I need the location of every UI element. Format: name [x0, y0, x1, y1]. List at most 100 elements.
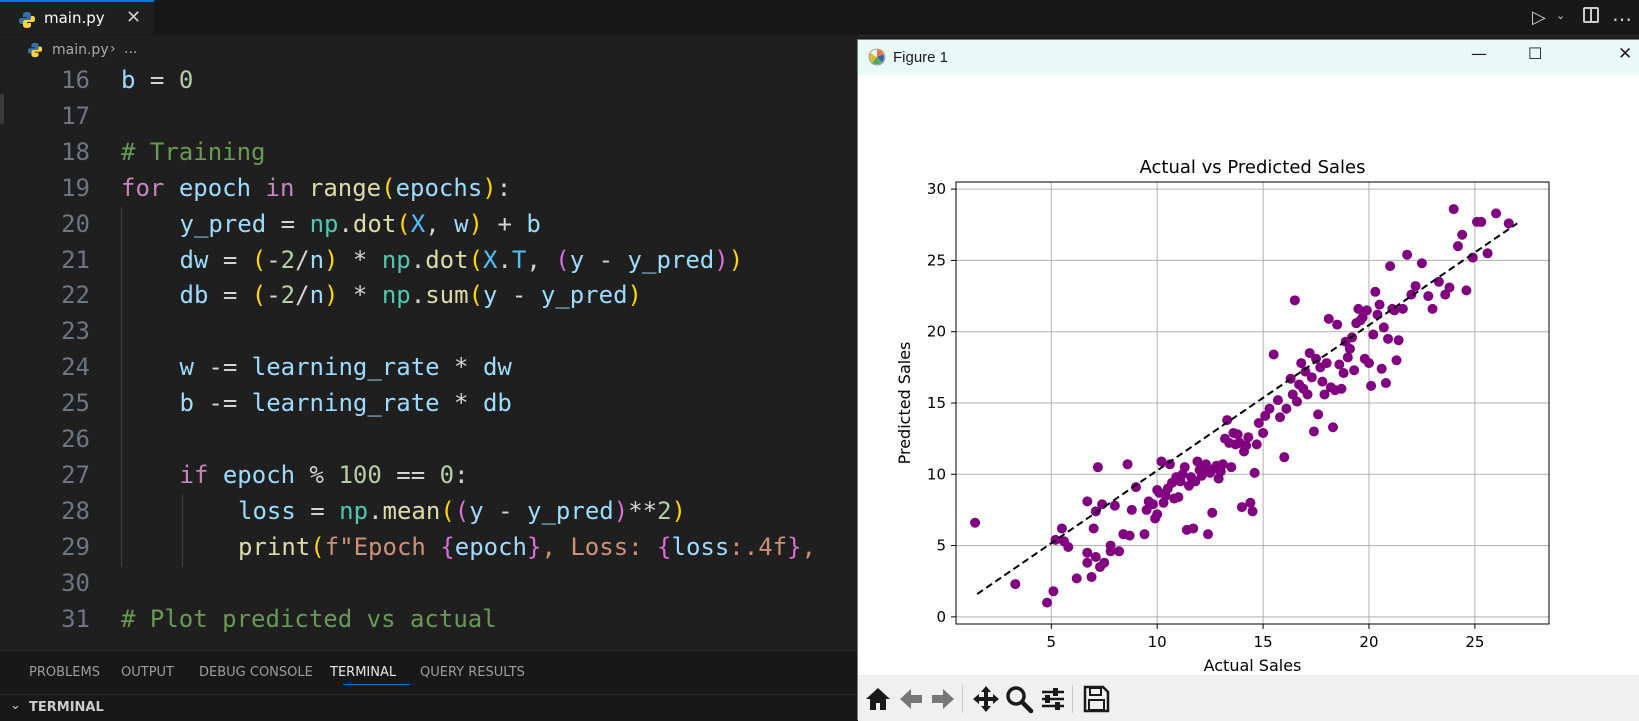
toolbar-separator: [962, 685, 963, 713]
zoom-icon[interactable]: [1004, 684, 1034, 714]
forward-arrow-icon[interactable]: [928, 684, 958, 714]
data-point: [1378, 322, 1389, 333]
home-icon[interactable]: [863, 684, 893, 714]
data-point: [1236, 502, 1247, 513]
data-point: [1391, 355, 1402, 366]
x-tick-label: 20: [1359, 633, 1378, 651]
chevron-down-icon[interactable]: ⌄: [1556, 9, 1566, 22]
data-point: [1200, 459, 1211, 470]
data-point: [1258, 427, 1269, 438]
line-number: 19: [61, 173, 90, 202]
data-point: [1482, 248, 1493, 259]
panel-tab-problems[interactable]: PROBLEMS: [29, 665, 100, 680]
data-point: [1313, 409, 1324, 420]
code-line[interactable]: 21 dw = (-2/n) * np.dot(X.T, (y - y_pred)…: [0, 242, 860, 280]
data-point: [1302, 389, 1313, 400]
code-line[interactable]: 25 b -= learning_rate * db: [0, 386, 860, 424]
indent-guide: [121, 422, 122, 460]
data-point: [1190, 476, 1201, 487]
data-point: [1092, 462, 1103, 473]
scatter-chart[interactable]: 5 10 15 20 25 0 5 10 15 20 25 30 Actual vs Predicted…: [858, 75, 1639, 675]
active-tab-underline: [343, 684, 410, 685]
panel-tab-query-results[interactable]: QUERY RESULTS: [420, 665, 525, 680]
code-line[interactable]: 31 # Plot predicted vs actual: [0, 602, 860, 640]
breadcrumb-file[interactable]: main.py: [52, 42, 109, 58]
code-line[interactable]: 29 print(f"Epoch {epoch}, Loss: {loss:.4f…: [0, 529, 860, 568]
code-line[interactable]: 19 for epoch in range(epochs):: [0, 171, 860, 209]
data-point: [1376, 363, 1387, 374]
save-icon[interactable]: [1081, 684, 1111, 714]
run-python-icon[interactable]: ▷: [1532, 7, 1546, 28]
data-point: [1363, 358, 1374, 369]
editor-tab-bar: main.py ✕ ▷ ⌄ …: [0, 0, 1639, 36]
data-point: [1393, 335, 1404, 346]
back-arrow-icon[interactable]: [896, 684, 926, 714]
breadcrumb-symbol[interactable]: ...: [124, 41, 138, 57]
close-icon[interactable]: ✕: [1618, 44, 1633, 64]
data-point: [1192, 456, 1203, 467]
panel-tab-debug-console[interactable]: DEBUG CONSOLE: [199, 665, 313, 680]
indent-guide: [121, 242, 122, 280]
y-tick-label: 0: [936, 608, 946, 626]
data-point: [1366, 380, 1377, 391]
line-number: 18: [61, 137, 90, 166]
data-point: [1122, 459, 1133, 470]
chevron-down-icon[interactable]: ⌄: [10, 698, 21, 713]
data-point: [1139, 529, 1150, 540]
data-point: [1321, 358, 1332, 369]
data-point: [1361, 305, 1372, 316]
configure-subplots-icon[interactable]: [1038, 684, 1068, 714]
code-line[interactable]: 27 if epoch % 100 == 0:: [0, 457, 860, 496]
code-line[interactable]: 23: [0, 314, 860, 352]
data-point: [1306, 372, 1317, 383]
x-tick-label: 15: [1254, 633, 1273, 651]
data-point: [1173, 492, 1184, 503]
code-text: b -= learning_rate * db: [179, 389, 512, 418]
figure-title-bar[interactable]: Figure 1 — ☐ ✕: [858, 40, 1639, 75]
code-editor[interactable]: 16 b = 0 17 18 # Training 19 for epoch in rang…: [0, 63, 860, 650]
data-point: [970, 517, 981, 528]
code-line[interactable]: 26: [0, 422, 860, 460]
data-point: [1188, 523, 1199, 534]
code-line[interactable]: 20 y_pred = np.dot(X, w) + b: [0, 206, 860, 245]
data-point: [1416, 258, 1427, 269]
maximize-icon[interactable]: ☐: [1528, 44, 1543, 63]
terminal-section-header[interactable]: ⌄ TERMINAL: [0, 694, 860, 721]
line-number: 28: [61, 496, 90, 525]
code-line[interactable]: 24 w -= learning_rate * dw: [0, 350, 860, 388]
data-point: [1444, 282, 1455, 293]
split-editor-icon[interactable]: [1583, 7, 1599, 23]
indent-guide: [121, 350, 122, 388]
data-point: [1452, 241, 1463, 252]
data-point: [1353, 303, 1364, 314]
code-line[interactable]: 30: [0, 566, 860, 604]
data-point: [1279, 452, 1290, 463]
data-point: [1247, 506, 1258, 517]
close-tab-icon[interactable]: ✕: [126, 7, 142, 28]
y-tick-label: 15: [927, 394, 946, 412]
data-point: [1402, 249, 1413, 260]
line-number: 23: [61, 317, 90, 346]
indent-guide: [121, 493, 122, 532]
code-line[interactable]: 18 # Training: [0, 135, 860, 173]
data-point: [1241, 440, 1252, 451]
code-line[interactable]: 16 b = 0: [0, 63, 860, 101]
tab-label: main.py: [44, 9, 105, 27]
panel-tab-terminal[interactable]: TERMINAL: [330, 665, 397, 680]
panel-tab-output[interactable]: OUTPUT: [121, 665, 174, 680]
data-point: [1082, 547, 1093, 558]
indent-guide: [121, 206, 122, 245]
minimize-icon[interactable]: —: [1471, 44, 1487, 63]
data-point: [1344, 343, 1355, 354]
more-actions-icon[interactable]: …: [1612, 2, 1632, 26]
code-line[interactable]: 28 loss = np.mean((y - y_pred)**2): [0, 493, 860, 532]
data-point: [1319, 389, 1330, 400]
tab-main-py[interactable]: main.py ✕: [0, 0, 154, 34]
code-line[interactable]: 17: [0, 99, 860, 137]
data-point: [1308, 426, 1319, 437]
data-point: [1368, 329, 1379, 340]
chart-title: Actual vs Predicted Sales: [1140, 157, 1366, 178]
pan-icon[interactable]: [971, 684, 1001, 714]
line-number: 26: [61, 425, 90, 453]
code-line[interactable]: 22 db = (-2/n) * np.sum(y - y_pred): [0, 278, 860, 316]
